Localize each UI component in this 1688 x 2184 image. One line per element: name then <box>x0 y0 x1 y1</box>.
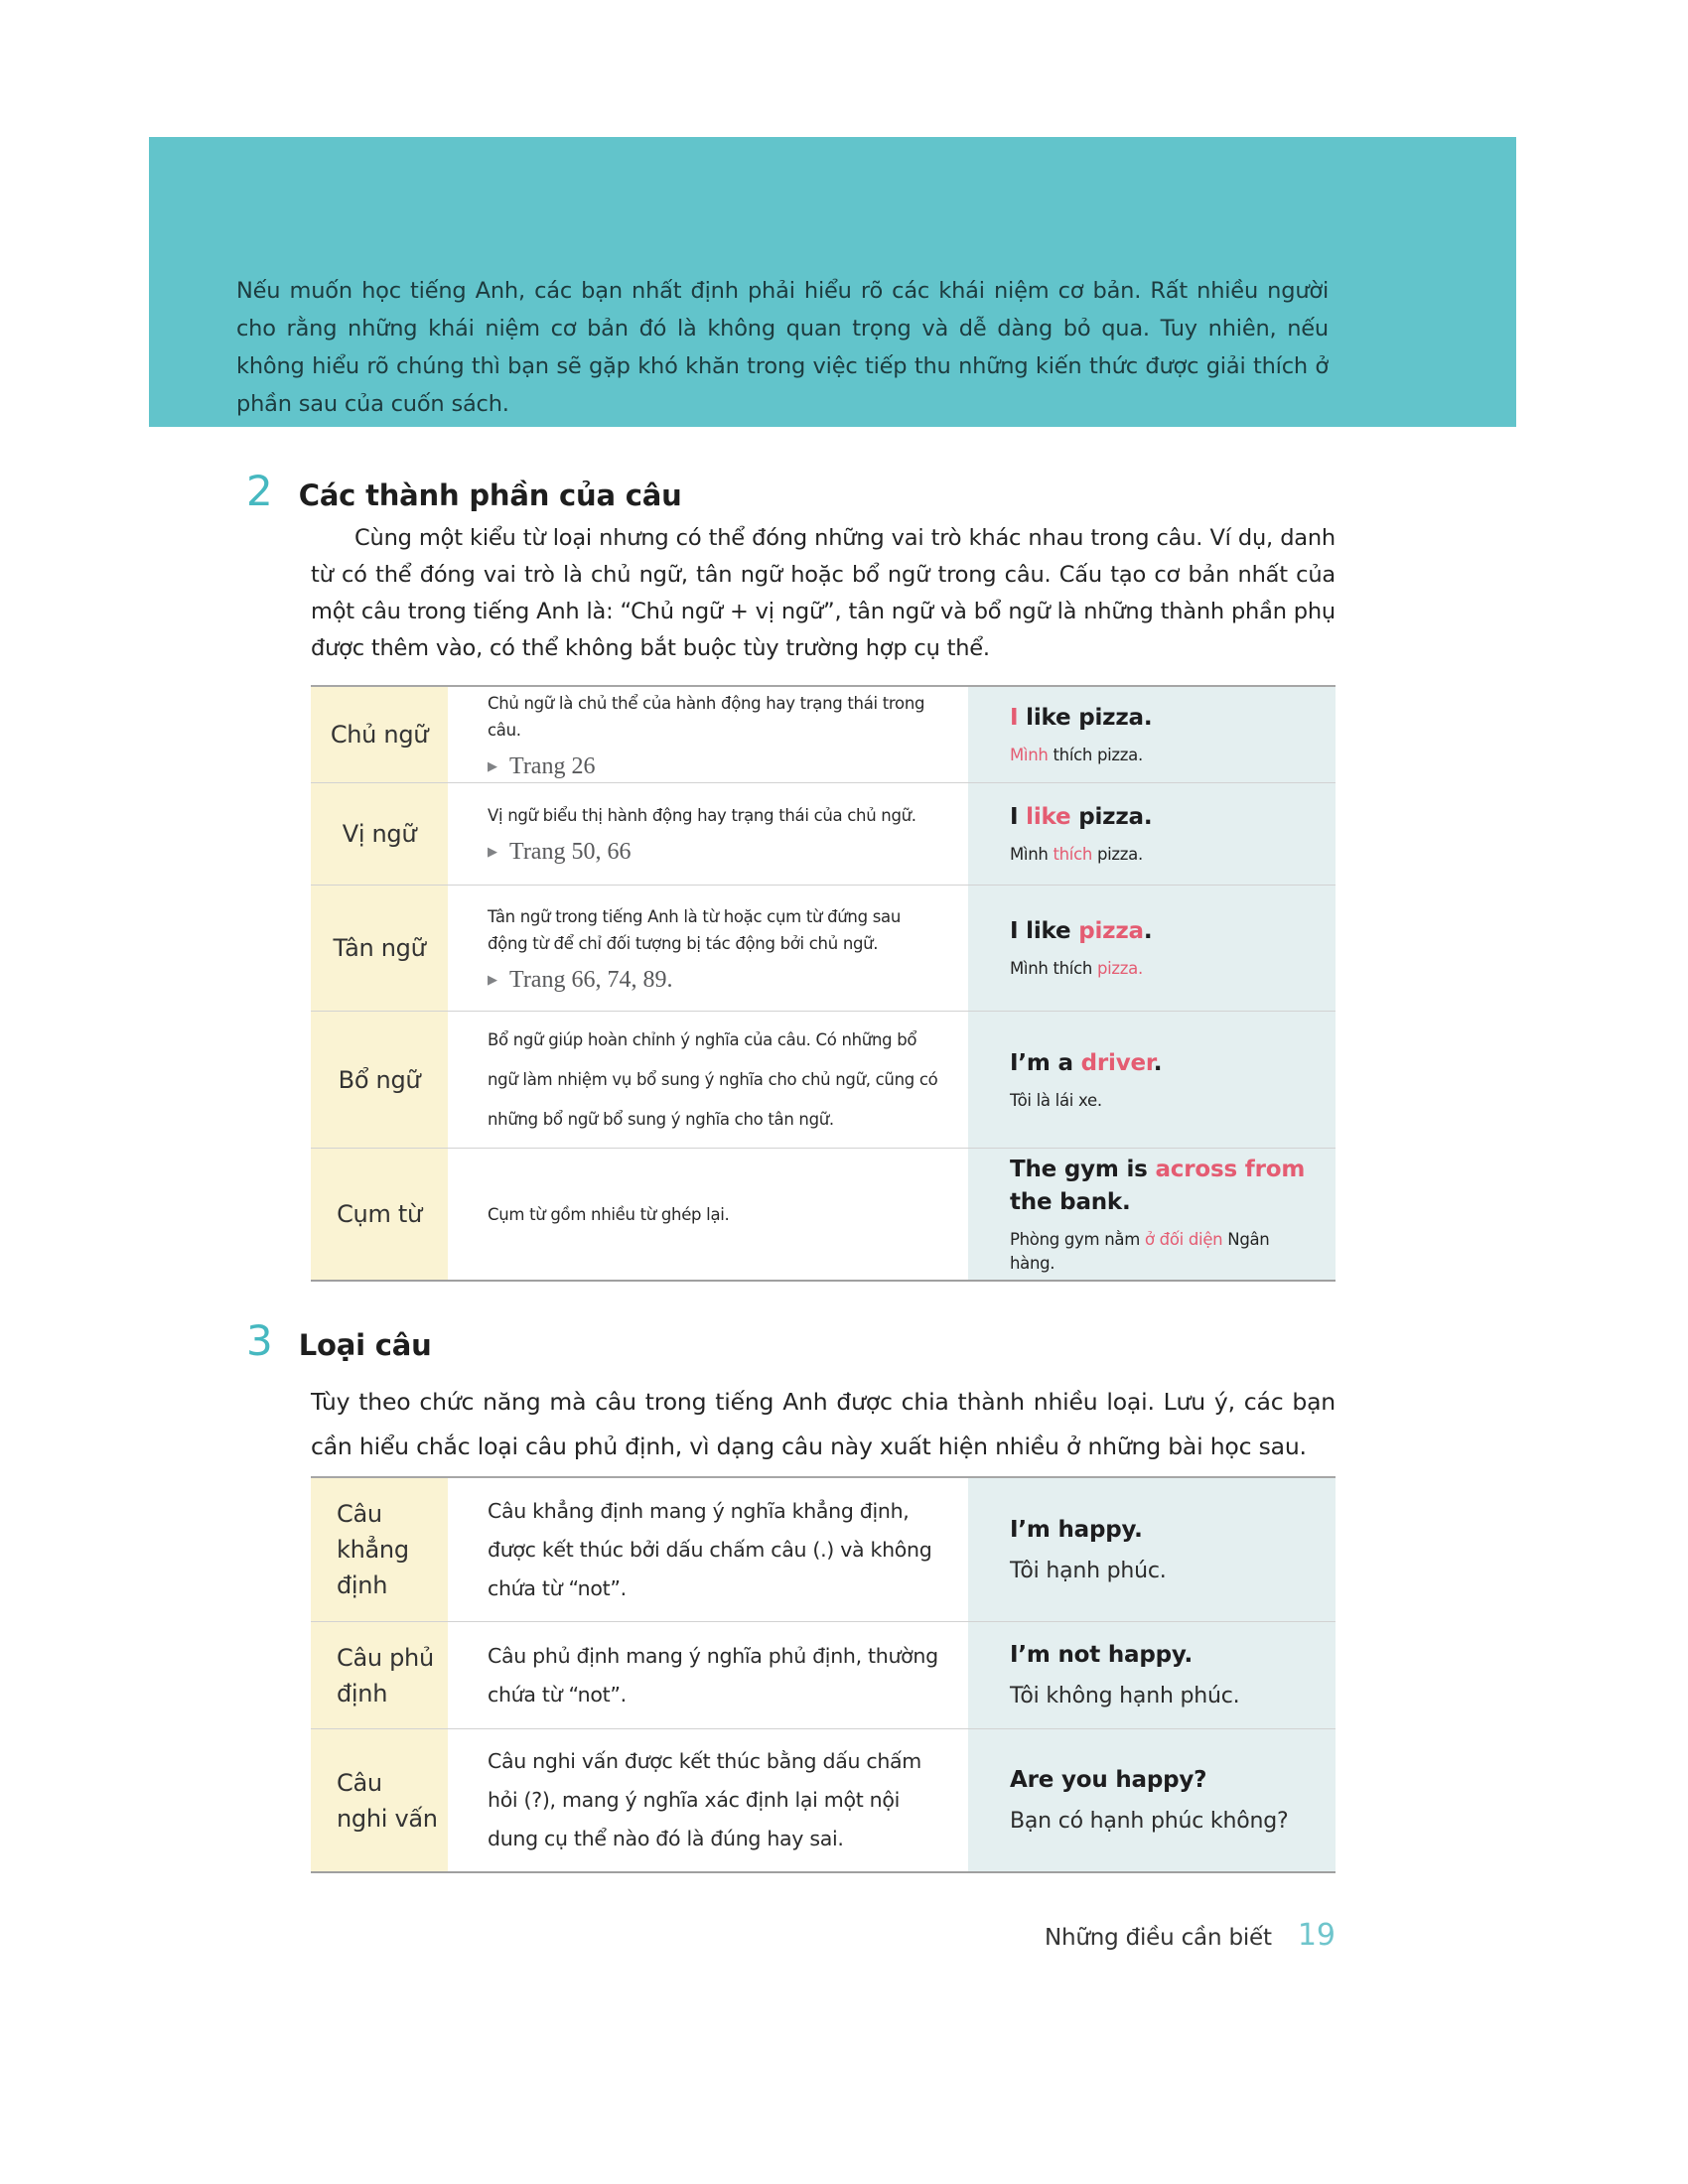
example-vietnamese: Tôi hạnh phúc. <box>1010 1558 1167 1583</box>
triangle-bullet-icon: ▶ <box>488 972 497 988</box>
example-cell: I’m happy. Tôi hạnh phúc. <box>968 1478 1336 1621</box>
section-3-title: Loại câu <box>298 1328 432 1362</box>
example-cell: I like pizza. Mình thích pizza. <box>968 886 1336 1011</box>
label-cell: Chủ ngữ <box>311 687 448 782</box>
example-cell: I like pizza. Mình thích pizza. <box>968 687 1336 782</box>
description-text: Bổ ngữ giúp hoàn chỉnh ý nghĩa của câu. … <box>488 1029 938 1129</box>
page-ref-text: Trang 26 <box>509 752 596 779</box>
description-text: Vị ngữ biểu thị hành động hay trạng thái… <box>488 806 916 825</box>
example-english: I like pizza. <box>1010 705 1153 731</box>
example-english: The gym is across from the bank. <box>1010 1156 1306 1215</box>
page-reference: ▶ Trang 26 <box>488 753 940 780</box>
description-cell: Bổ ngữ giúp hoàn chỉnh ý nghĩa của câu. … <box>448 1012 968 1148</box>
description-cell: Câu nghi vấn được kết thúc bằng dấu chấm… <box>448 1729 968 1871</box>
table-row-bo-ngu: Bổ ngữ Bổ ngữ giúp hoàn chỉnh ý nghĩa củ… <box>311 1012 1336 1149</box>
example-english: Are you happy? <box>1010 1767 1207 1793</box>
example-cell: The gym is across from the bank. Phòng g… <box>968 1149 1336 1280</box>
intro-paragraph: Nếu muốn học tiếng Anh, các bạn nhất địn… <box>236 278 1329 417</box>
section-2-heading: 2 Các thành phần của câu <box>246 467 682 515</box>
label-cell: Câu phủ định <box>311 1622 448 1728</box>
example-vietnamese: Mình thích pizza. <box>1010 746 1143 764</box>
table-row-tan-ngu: Tân ngữ Tân ngữ trong tiếng Anh là từ ho… <box>311 886 1336 1012</box>
section-2-number: 2 <box>246 467 273 515</box>
description-cell: Vị ngữ biểu thị hành động hay trạng thái… <box>448 783 968 885</box>
example-vietnamese: Mình thích pizza. <box>1010 959 1143 978</box>
description-text: Tân ngữ trong tiếng Anh là từ hoặc cụm t… <box>488 906 901 953</box>
label-cell: Bổ ngữ <box>311 1012 448 1148</box>
example-cell: I like pizza. Mình thích pizza. <box>968 783 1336 885</box>
table-row-cau-khang-dinh: Câu khẳng định Câu khẳng định mang ý ngh… <box>311 1478 1336 1622</box>
intro-highlight-block: Nếu muốn học tiếng Anh, các bạn nhất địn… <box>149 137 1516 427</box>
description-cell: Tân ngữ trong tiếng Anh là từ hoặc cụm t… <box>448 886 968 1011</box>
label-cell: Câu khẳng định <box>311 1478 448 1621</box>
sentence-components-table: Chủ ngữ Chủ ngữ là chủ thể của hành động… <box>311 685 1336 1282</box>
example-cell: Are you happy? Bạn có hạnh phúc không? <box>968 1729 1336 1871</box>
example-english: I’m not happy. <box>1010 1642 1194 1668</box>
triangle-bullet-icon: ▶ <box>488 845 497 860</box>
label-cell: Vị ngữ <box>311 783 448 885</box>
description-text: Câu phủ định mang ý nghĩa phủ định, thườ… <box>488 1643 938 1706</box>
example-english: I’m a driver. <box>1010 1049 1163 1076</box>
example-vietnamese: Mình thích pizza. <box>1010 845 1143 864</box>
description-text: Cụm từ gồm nhiều từ ghép lại. <box>488 1204 730 1224</box>
footer-section-label: Những điều cần biết <box>1044 1925 1272 1951</box>
description-text: Câu nghi vấn được kết thúc bằng dấu chấm… <box>488 1749 921 1850</box>
table-row-chu-ngu: Chủ ngữ Chủ ngữ là chủ thể của hành động… <box>311 687 1336 783</box>
page-ref-text: Trang 66, 74, 89. <box>509 966 673 993</box>
section-3-paragraph: Tùy theo chức năng mà câu trong tiếng An… <box>311 1388 1336 1460</box>
section-3-number: 3 <box>246 1316 273 1365</box>
page-reference: ▶ Trang 66, 74, 89. <box>488 967 940 994</box>
section-2-title: Các thành phần của câu <box>298 478 682 512</box>
section-2-paragraph: Cùng một kiểu từ loại nhưng có thể đóng … <box>311 525 1336 661</box>
table-row-cau-nghi-van: Câu nghi vấn Câu nghi vấn được kết thúc … <box>311 1729 1336 1871</box>
example-vietnamese: Bạn có hạnh phúc không? <box>1010 1809 1289 1834</box>
page-ref-text: Trang 50, 66 <box>509 839 632 865</box>
description-cell: Cụm từ gồm nhiều từ ghép lại. <box>448 1149 968 1280</box>
section-3-heading: 3 Loại câu <box>246 1316 432 1365</box>
example-english: I like pizza. <box>1010 918 1153 944</box>
description-cell: Chủ ngữ là chủ thể của hành động hay trạ… <box>448 687 968 782</box>
example-english: I like pizza. <box>1010 804 1153 830</box>
description-cell: Câu khẳng định mang ý nghĩa khẳng định, … <box>448 1478 968 1621</box>
example-vietnamese: Tôi không hạnh phúc. <box>1010 1684 1240 1708</box>
label-cell: Câu nghi vấn <box>311 1729 448 1871</box>
table-row-vi-ngu: Vị ngữ Vị ngữ biểu thị hành động hay trạ… <box>311 783 1336 886</box>
example-cell: I’m not happy. Tôi không hạnh phúc. <box>968 1622 1336 1728</box>
page-footer: Những điều cần biết 19 <box>311 1918 1336 1953</box>
description-text: Câu khẳng định mang ý nghĩa khẳng định, … <box>488 1498 932 1600</box>
table-row-cum-tu: Cụm từ Cụm từ gồm nhiều từ ghép lại. The… <box>311 1149 1336 1280</box>
label-cell: Cụm từ <box>311 1149 448 1280</box>
description-cell: Câu phủ định mang ý nghĩa phủ định, thườ… <box>448 1622 968 1728</box>
example-cell: I’m a driver. Tôi là lái xe. <box>968 1012 1336 1148</box>
label-cell: Tân ngữ <box>311 886 448 1011</box>
example-english: I’m happy. <box>1010 1516 1143 1543</box>
page-reference: ▶ Trang 50, 66 <box>488 839 940 866</box>
example-vietnamese: Tôi là lái xe. <box>1010 1090 1102 1110</box>
triangle-bullet-icon: ▶ <box>488 758 497 774</box>
sentence-types-table: Câu khẳng định Câu khẳng định mang ý ngh… <box>311 1476 1336 1873</box>
example-vietnamese: Phòng gym nằm ở đối diện Ngân hàng. <box>1010 1229 1270 1273</box>
table-row-cau-phu-dinh: Câu phủ định Câu phủ định mang ý nghĩa p… <box>311 1622 1336 1729</box>
footer-page-number: 19 <box>1297 1918 1336 1953</box>
description-text: Chủ ngữ là chủ thể của hành động hay trạ… <box>488 693 925 740</box>
